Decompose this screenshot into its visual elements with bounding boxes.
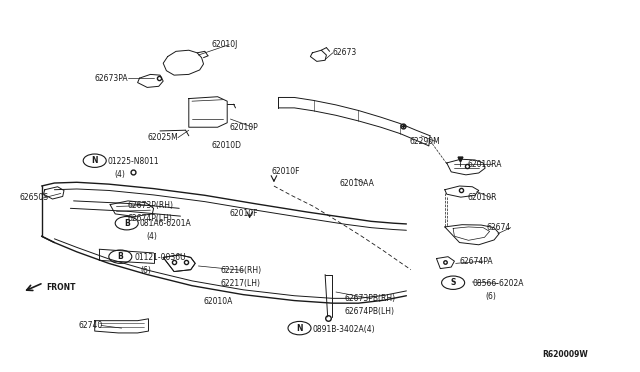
Text: 62010P: 62010P <box>229 123 258 132</box>
Text: 62674PB(LH): 62674PB(LH) <box>344 307 394 316</box>
Text: 62010R: 62010R <box>467 193 497 202</box>
Text: 62010J: 62010J <box>211 40 237 49</box>
Text: 01121-0036U: 01121-0036U <box>134 253 186 262</box>
Text: (4): (4) <box>146 232 157 241</box>
Text: 62674: 62674 <box>486 223 511 232</box>
Text: 62290M: 62290M <box>410 137 440 146</box>
Text: 62010A: 62010A <box>204 297 233 306</box>
Text: 62010D: 62010D <box>211 141 241 150</box>
Text: 62010F: 62010F <box>272 167 301 176</box>
Text: N: N <box>296 324 303 333</box>
Text: S: S <box>451 278 456 287</box>
Text: 62674PA: 62674PA <box>460 257 493 266</box>
Text: 62010F: 62010F <box>229 209 258 218</box>
Text: (6): (6) <box>141 266 152 275</box>
Text: 62740: 62740 <box>78 321 102 330</box>
Text: (6): (6) <box>485 292 496 301</box>
Text: 62025M: 62025M <box>147 133 178 142</box>
Text: 62010RA: 62010RA <box>467 160 502 169</box>
Text: 62650S: 62650S <box>19 193 48 202</box>
Text: 081A6-6201A: 081A6-6201A <box>140 219 191 228</box>
Text: 01225-N8011: 01225-N8011 <box>108 157 159 166</box>
Text: 08566-6202A: 08566-6202A <box>472 279 524 288</box>
Text: R620009W: R620009W <box>543 350 588 359</box>
Text: 62673PA: 62673PA <box>95 74 129 83</box>
Text: 62673: 62673 <box>333 48 357 57</box>
Text: B: B <box>118 252 123 261</box>
Text: (4): (4) <box>114 170 125 179</box>
Text: B: B <box>124 219 129 228</box>
Text: 0891B-3402A(4): 0891B-3402A(4) <box>312 326 375 334</box>
Text: 62216(RH): 62216(RH) <box>221 266 262 275</box>
Text: FRONT: FRONT <box>46 283 76 292</box>
Text: 62010AA: 62010AA <box>339 179 374 187</box>
Text: N: N <box>92 156 98 165</box>
Text: 62674P(LH): 62674P(LH) <box>128 214 173 223</box>
Text: 62673PB(RH): 62673PB(RH) <box>344 294 396 303</box>
Text: 62217(LH): 62217(LH) <box>221 279 261 288</box>
Text: 62673P(RH): 62673P(RH) <box>128 201 174 210</box>
